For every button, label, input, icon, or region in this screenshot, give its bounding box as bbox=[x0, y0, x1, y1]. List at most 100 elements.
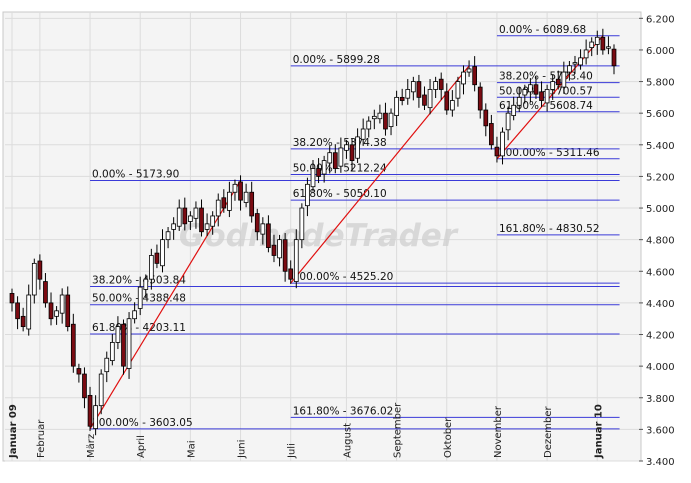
candle-body bbox=[422, 94, 427, 106]
candle-body bbox=[9, 293, 15, 304]
candle-body bbox=[165, 231, 171, 241]
candle-body bbox=[511, 104, 517, 116]
candle-body bbox=[87, 394, 93, 427]
candle-body bbox=[121, 323, 126, 367]
candle-body bbox=[210, 215, 216, 227]
candle-body bbox=[388, 112, 394, 128]
month-label: März bbox=[86, 434, 97, 458]
candle-body bbox=[215, 199, 221, 217]
candle-body bbox=[433, 81, 438, 90]
month-label: Mai bbox=[186, 440, 197, 458]
candle-body bbox=[450, 100, 455, 111]
candle-body bbox=[37, 260, 43, 280]
month-label: August bbox=[342, 423, 353, 458]
candle-body bbox=[594, 36, 600, 45]
candle-body bbox=[59, 294, 65, 314]
y-tick-label: 3.600 bbox=[646, 425, 675, 436]
candle-body bbox=[282, 239, 288, 272]
candle-body bbox=[232, 183, 238, 193]
fib-level-label: 38.20% - 4503.84 bbox=[92, 274, 186, 286]
candle-body bbox=[238, 181, 243, 201]
trend-line bbox=[89, 180, 242, 430]
y-tick-label: 5.400 bbox=[646, 141, 675, 152]
y-tick-label: 4.200 bbox=[646, 331, 675, 342]
candle-body bbox=[583, 49, 589, 59]
fib-level-label: 38.20% - 5374.38 bbox=[293, 137, 387, 149]
month-label: Juni bbox=[237, 440, 248, 459]
candle-body bbox=[360, 128, 366, 140]
candle-body bbox=[204, 223, 210, 230]
y-tick-label: 4.000 bbox=[646, 362, 675, 373]
fib-level-label: 61.80% - 4203.11 bbox=[92, 322, 186, 334]
candle-body bbox=[516, 96, 522, 106]
fib-level-label: 161.80% - 3676.02 bbox=[293, 405, 394, 417]
y-tick-label: 4.800 bbox=[646, 236, 675, 247]
candle-body bbox=[109, 342, 115, 362]
candle-body bbox=[277, 239, 282, 259]
y-tick-label: 6.000 bbox=[646, 46, 675, 57]
candle-body bbox=[154, 252, 160, 264]
fib-level-label: 100.00% - 4525.20 bbox=[293, 271, 394, 283]
candle-body bbox=[193, 207, 199, 219]
candle-body bbox=[188, 215, 193, 222]
month-label: Juli bbox=[287, 443, 298, 459]
y-tick-label: 4.400 bbox=[646, 299, 675, 310]
candle-body bbox=[410, 81, 416, 93]
fib-level-label: 161.80% - 4830.52 bbox=[499, 223, 600, 235]
candle-body bbox=[143, 278, 149, 290]
candle-body bbox=[98, 373, 104, 407]
candle-body bbox=[477, 86, 483, 111]
candle-body bbox=[438, 78, 444, 90]
y-tick-label: 6.200 bbox=[646, 14, 675, 25]
candle-body bbox=[70, 323, 76, 367]
candle-body bbox=[394, 96, 399, 116]
candle-body bbox=[321, 160, 327, 175]
candle-body bbox=[65, 294, 71, 328]
candle-body bbox=[427, 89, 433, 109]
candle-body bbox=[48, 302, 54, 320]
candle-body bbox=[288, 268, 294, 280]
x-axis: Januar 09 Februar März April Mai Juni Juli Augu… bbox=[8, 402, 604, 459]
candle-body bbox=[26, 294, 32, 330]
candle-body bbox=[115, 326, 121, 343]
candle-body bbox=[338, 147, 344, 167]
candle-body bbox=[260, 223, 266, 235]
fib-level-label: 0.00% - 5899.28 bbox=[293, 54, 380, 66]
candle-body bbox=[327, 152, 333, 164]
candle-body bbox=[416, 81, 422, 98]
month-label: Januar 09 bbox=[8, 404, 19, 459]
candle-body bbox=[221, 197, 227, 209]
candle-body bbox=[600, 36, 606, 51]
y-tick-label: 5.800 bbox=[646, 78, 675, 89]
candle-body bbox=[299, 207, 305, 241]
month-label: Oktober bbox=[443, 417, 454, 458]
candle-body bbox=[461, 71, 466, 85]
candle-body bbox=[160, 239, 165, 267]
candle-body bbox=[371, 115, 377, 120]
candle-body bbox=[611, 48, 617, 67]
fib-level-label: 38.20% - 5793.40 bbox=[499, 71, 593, 83]
candle-body bbox=[132, 310, 137, 320]
fib-level-label: 100.00% - 3603.05 bbox=[92, 417, 193, 429]
month-label: September bbox=[393, 402, 404, 458]
candle-body bbox=[572, 62, 578, 65]
y-tick-label: 5.600 bbox=[646, 109, 675, 120]
month-label: Januar 10 bbox=[593, 404, 604, 459]
candle-body bbox=[444, 91, 450, 111]
y-tick-label: 5.200 bbox=[646, 172, 675, 183]
candle-body bbox=[126, 318, 132, 369]
candle-body bbox=[310, 168, 316, 188]
candle-body bbox=[271, 244, 277, 256]
candle-body bbox=[589, 41, 595, 48]
candle-body bbox=[355, 136, 360, 159]
candle-body bbox=[500, 131, 505, 157]
candle-body bbox=[149, 255, 154, 280]
month-label: Februar bbox=[36, 419, 47, 458]
candle-body bbox=[533, 84, 539, 95]
candle-body bbox=[93, 405, 98, 429]
candle-body bbox=[550, 81, 556, 90]
candle-body bbox=[76, 368, 82, 375]
candle-body bbox=[505, 112, 511, 131]
candle-body bbox=[539, 91, 544, 101]
